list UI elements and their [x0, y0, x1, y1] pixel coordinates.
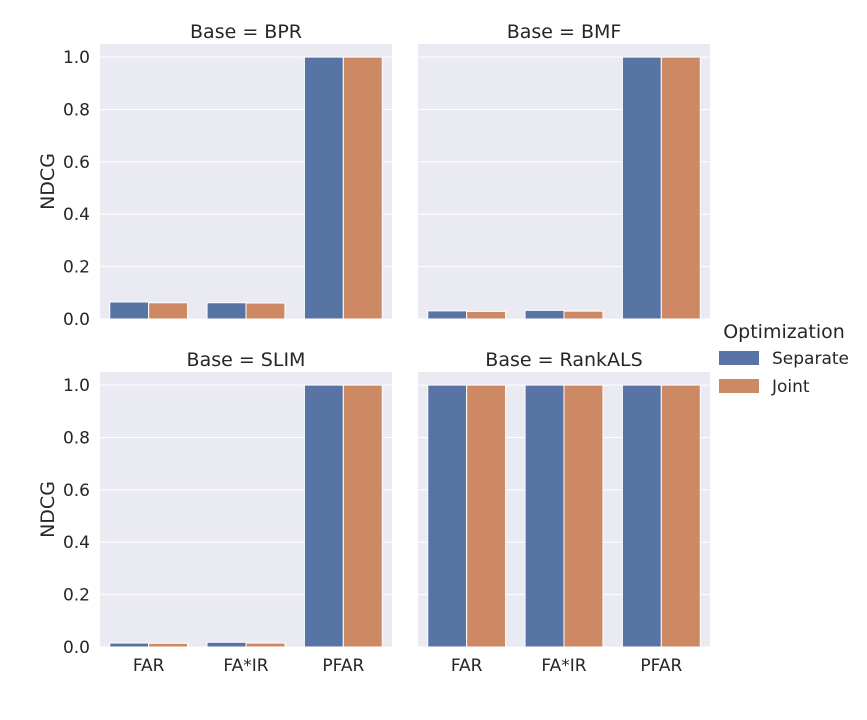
x-tick-label: FA*IR: [223, 656, 268, 676]
y-tick-label: 0.6: [63, 481, 90, 501]
panel-2: Base = BMF: [418, 21, 710, 320]
panel-title: Base = SLIM: [187, 349, 306, 371]
bar-separate-fair: [524, 309, 565, 320]
x-tick-label: PFAR: [322, 656, 364, 676]
bar-joint-pfar: [342, 384, 383, 648]
y-tick-label: 1.0: [63, 48, 90, 68]
bar-separate-fair: [206, 641, 247, 648]
y-tick-label: 0.0: [63, 310, 90, 330]
panel-title: Base = BPR: [190, 21, 302, 43]
bar-separate-pfar: [621, 56, 662, 320]
legend-swatch-separate: [719, 351, 759, 365]
x-tick-label: FAR: [133, 656, 165, 676]
bar-separate-far: [109, 642, 150, 648]
y-axis-label: NDCG: [37, 481, 59, 538]
bar-joint-far: [148, 302, 189, 320]
legend-title: Optimization: [723, 321, 845, 343]
y-tick-label: 0.8: [63, 428, 90, 448]
y-tick-label: 1.0: [63, 376, 90, 396]
bar-joint-pfar: [660, 384, 701, 648]
bar-separate-fair: [524, 384, 565, 648]
panel-1: 0.0 0.2 0.4 0.6 0.8 1.0 Base = BPR NDCG: [37, 21, 392, 330]
y-tick-label: 0.4: [63, 533, 90, 553]
bar-separate-fair: [206, 302, 247, 320]
bar-separate-pfar: [303, 384, 344, 648]
legend: Optimization Separate Joint: [719, 321, 849, 397]
panel-3: 0.0 0.2 0.4 0.6 0.8 1.0 Base = SLIM FAR FA*IR PFA…: [37, 349, 392, 676]
y-tick-label: 0.2: [63, 258, 90, 278]
panel-title: Base = RankALS: [485, 349, 642, 371]
x-tick-label: FA*IR: [541, 656, 586, 676]
bar-joint-far: [466, 310, 507, 320]
bar-separate-far: [109, 301, 150, 320]
bar-separate-far: [427, 310, 468, 320]
bar-separate-pfar: [303, 56, 344, 320]
legend-label-joint: Joint: [771, 377, 810, 397]
panel-title: Base = BMF: [507, 21, 622, 43]
x-tick-label: FAR: [451, 656, 483, 676]
bar-joint-pfar: [660, 56, 701, 320]
bar-joint-fair: [563, 310, 604, 320]
y-tick-label: 0.4: [63, 205, 90, 225]
bar-joint-fair: [245, 642, 286, 648]
y-tick-label: 0.2: [63, 586, 90, 606]
bar-joint-far: [466, 384, 507, 648]
panel-4: Base = RankALS FAR FA*IR PFAR: [418, 349, 710, 676]
bar-separate-far: [427, 384, 468, 648]
legend-label-separate: Separate: [772, 349, 849, 369]
bar-joint-pfar: [342, 56, 383, 320]
bar-separate-pfar: [621, 384, 662, 648]
x-tick-label: PFAR: [640, 656, 682, 676]
y-axis-label: NDCG: [37, 153, 59, 210]
legend-swatch-joint: [719, 379, 759, 393]
bar-joint-fair: [563, 384, 604, 648]
y-tick-label: 0.6: [63, 153, 90, 173]
bar-joint-far: [148, 642, 189, 648]
bar-joint-fair: [245, 302, 286, 320]
y-tick-label: 0.8: [63, 100, 90, 120]
y-tick-label: 0.0: [63, 638, 90, 658]
